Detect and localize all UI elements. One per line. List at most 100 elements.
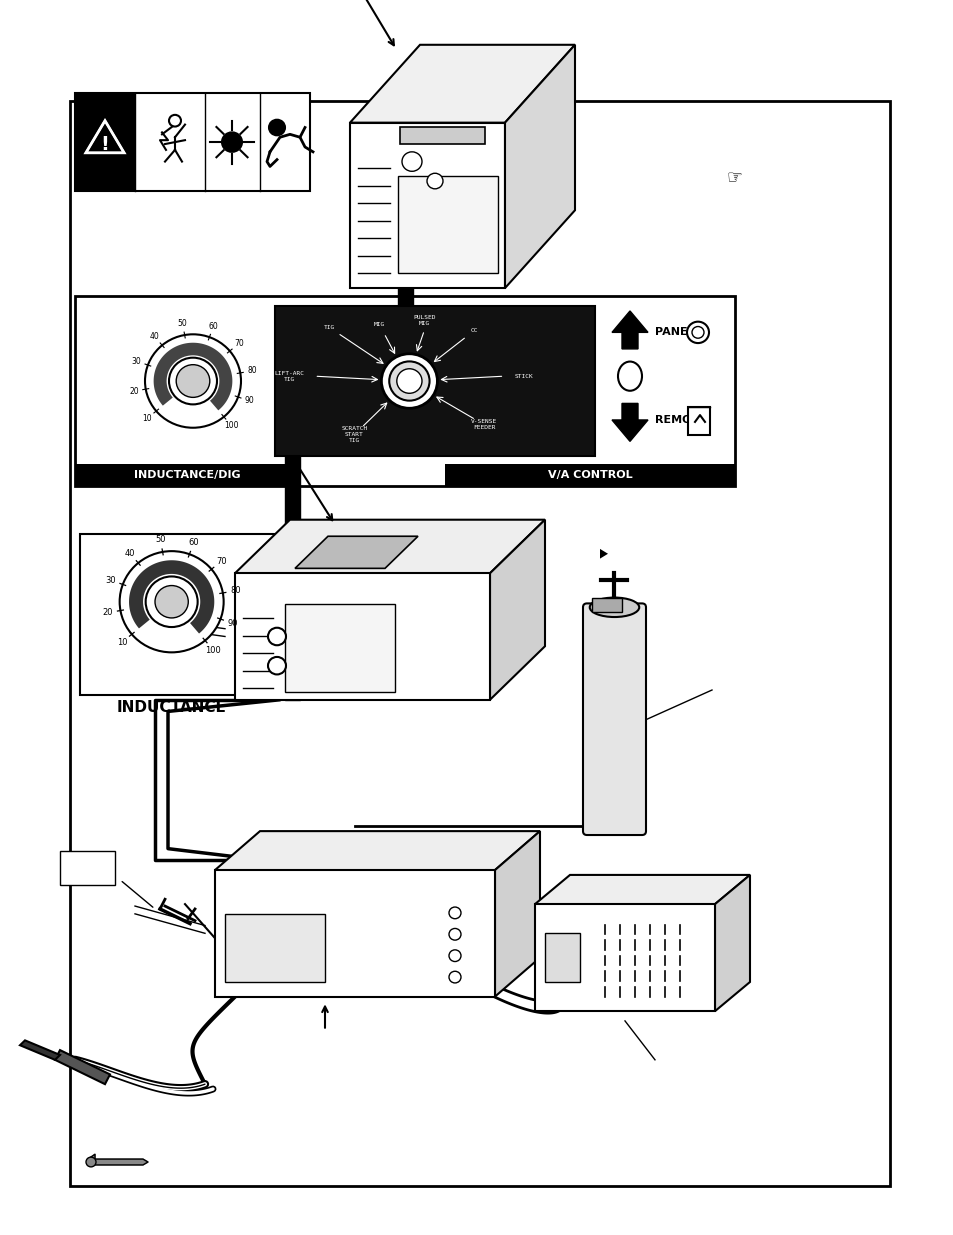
Circle shape [396,369,421,393]
Text: INDUCTANCE: INDUCTANCE [116,700,227,715]
Text: 10: 10 [142,414,152,424]
Polygon shape [714,874,749,1011]
FancyArrowPatch shape [122,882,152,908]
Text: ☞: ☞ [726,168,742,186]
Text: 20: 20 [102,608,112,618]
Text: 40: 40 [125,548,135,558]
Ellipse shape [589,598,639,618]
Bar [350,122,504,288]
Text: STICK: STICK [514,374,533,379]
Text: 100: 100 [224,421,238,430]
Circle shape [176,364,210,398]
Text: LIFT-ARC
TIG: LIFT-ARC TIG [274,370,304,382]
Polygon shape [350,44,575,122]
Ellipse shape [618,362,641,390]
Text: 30: 30 [132,357,141,366]
Text: TIG: TIG [323,325,335,330]
Polygon shape [88,1155,148,1165]
Text: 70: 70 [233,338,244,348]
Text: 60: 60 [209,321,218,331]
Text: 90: 90 [244,396,254,405]
Circle shape [449,950,460,962]
Text: INDUCTANCE/DIG: INDUCTANCE/DIG [134,471,240,480]
Bar [70,101,889,1187]
Circle shape [691,326,703,338]
Polygon shape [490,520,544,700]
Circle shape [154,585,188,618]
Bar [285,604,395,692]
Bar [225,914,325,982]
Polygon shape [274,305,595,457]
Polygon shape [234,520,544,573]
Bar [234,573,490,700]
Polygon shape [129,561,214,634]
Text: CC: CC [470,329,477,333]
Circle shape [449,906,460,919]
Bar [687,408,709,435]
Text: 50: 50 [177,319,187,329]
Text: REMOTE: REMOTE [655,415,706,425]
Bar [592,598,621,613]
Text: 80: 80 [247,367,256,375]
Bar [75,94,135,190]
Circle shape [449,971,460,983]
Text: SCRATCH
START
TIG: SCRATCH START TIG [341,426,367,443]
Bar [397,177,497,273]
Text: MIG: MIG [374,322,385,327]
Circle shape [427,173,442,189]
Text: 60: 60 [189,537,199,547]
Text: 80: 80 [230,587,241,595]
Text: !: ! [100,135,110,153]
Polygon shape [294,536,417,568]
Circle shape [86,1157,96,1167]
Text: 100: 100 [205,646,221,655]
Bar [399,126,484,144]
Polygon shape [612,311,647,350]
Bar [75,464,299,485]
FancyBboxPatch shape [582,604,645,835]
Circle shape [269,120,285,136]
Text: 30: 30 [105,576,115,584]
Text: PANEL: PANEL [655,327,694,337]
Polygon shape [214,831,539,869]
Circle shape [169,358,216,404]
Polygon shape [535,874,749,904]
Circle shape [381,353,436,409]
Polygon shape [504,44,575,288]
Polygon shape [495,831,539,997]
Bar [535,904,714,1011]
Bar [444,464,734,485]
Bar [75,296,734,485]
Bar [544,934,579,982]
Polygon shape [153,343,233,410]
Polygon shape [20,1040,60,1060]
Bar [75,94,310,190]
Bar [60,851,115,884]
Circle shape [268,627,286,645]
Circle shape [119,551,223,652]
Circle shape [145,335,241,427]
Circle shape [222,132,242,152]
Text: V-SENSE
FEEDER: V-SENSE FEEDER [471,420,497,430]
Text: 90: 90 [227,619,237,627]
Text: 20: 20 [129,387,138,395]
Circle shape [686,321,708,343]
Text: 10: 10 [116,638,127,647]
Circle shape [169,115,181,126]
Text: PULSED
MIG: PULSED MIG [413,315,436,326]
Circle shape [449,929,460,940]
Circle shape [401,152,421,172]
Circle shape [146,577,197,627]
Text: 50: 50 [155,535,166,543]
Circle shape [389,362,429,400]
Circle shape [268,657,286,674]
Polygon shape [612,404,647,441]
Bar [80,535,274,695]
Polygon shape [86,121,124,153]
Bar [214,869,495,997]
Text: V/A CONTROL: V/A CONTROL [547,471,632,480]
Polygon shape [55,1050,110,1084]
Text: 70: 70 [216,557,227,566]
Polygon shape [599,548,607,558]
Text: 40: 40 [150,332,159,341]
